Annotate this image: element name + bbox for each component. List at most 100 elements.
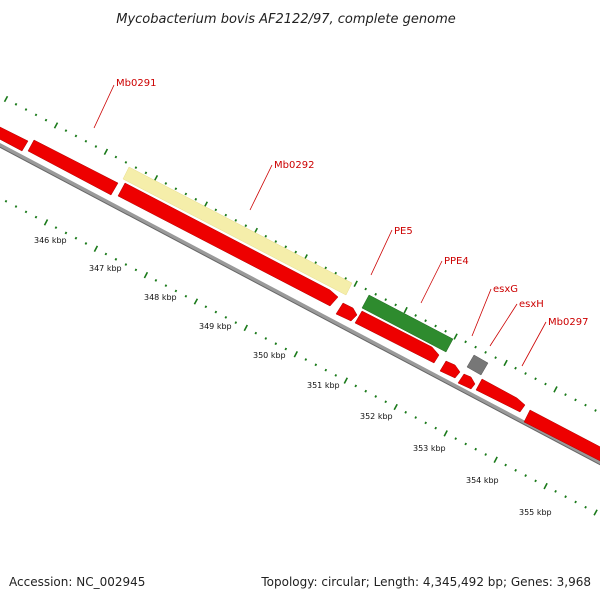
lower-tick <box>154 278 158 282</box>
lower-tick <box>184 294 188 298</box>
lower-tick <box>524 474 527 478</box>
cds-feature[interactable] <box>439 360 461 379</box>
lower-tick <box>434 426 438 430</box>
upper-tick <box>503 359 508 367</box>
map-title: Mycobacterium bovis AF2122/97, complete … <box>116 12 455 27</box>
cds-feature[interactable] <box>117 182 339 307</box>
upper-tick <box>174 187 178 191</box>
lower-tick <box>334 373 338 377</box>
lower-tick <box>393 403 398 411</box>
gene-label-mb0291[interactable]: Mb0291 <box>116 78 156 89</box>
lower-tick-track <box>4 199 598 516</box>
upper-tick <box>84 139 88 143</box>
gene-label-esxh[interactable]: esxH <box>519 299 544 310</box>
accession-text: Accession: NC_002945 <box>9 575 145 589</box>
lower-tick <box>464 442 467 446</box>
lower-tick <box>384 400 387 404</box>
upper-tick <box>284 245 288 249</box>
lower-tick <box>114 257 118 261</box>
upper-tick <box>244 224 248 228</box>
upper-tick-track <box>3 95 597 412</box>
lower-tick <box>34 215 38 219</box>
upper-tick <box>474 345 477 349</box>
upper-tick <box>414 314 417 317</box>
lower-tick <box>324 368 328 372</box>
gene-label-ppe4[interactable]: PPE4 <box>444 256 469 267</box>
lower-tick <box>264 337 268 340</box>
lower-tick <box>293 351 299 358</box>
upper-tick <box>3 95 9 103</box>
upper-tick <box>494 356 497 360</box>
lower-tick <box>454 437 457 441</box>
upper-tick <box>334 271 338 275</box>
upper-tick <box>94 145 98 148</box>
esx-feature[interactable] <box>466 354 489 376</box>
lower-tick <box>24 210 28 214</box>
upper-tick <box>34 113 38 117</box>
label-leaders <box>93 84 547 367</box>
cds-feature[interactable] <box>523 409 600 466</box>
backbone <box>0 143 600 466</box>
lower-tick <box>224 315 228 319</box>
lower-tick <box>93 245 99 252</box>
upper-tick <box>74 134 78 138</box>
lower-tick <box>284 347 288 351</box>
cds-feature[interactable] <box>475 378 526 413</box>
upper-tick <box>144 171 148 175</box>
kbp-label: 352 kbp <box>360 412 393 421</box>
cds-feature[interactable] <box>457 373 476 390</box>
upper-tick <box>264 234 268 238</box>
upper-tick <box>274 240 278 243</box>
lower-tick <box>214 310 218 314</box>
upper-tick <box>434 324 437 328</box>
gene-feature-highlight[interactable] <box>122 166 353 296</box>
pe-ppe-feature[interactable] <box>361 294 454 353</box>
kbp-labels: 346 kbp 347 kbp 348 kbp 349 kbp 350 kbp … <box>34 236 552 517</box>
kbp-label: 353 kbp <box>413 444 446 453</box>
lower-tick <box>514 468 517 472</box>
lower-tick <box>274 342 278 346</box>
upper-tick <box>314 261 317 265</box>
gene-label-esxg[interactable]: esxG <box>493 284 518 295</box>
lower-tick <box>343 377 349 384</box>
lower-tick <box>584 505 587 509</box>
lower-tick <box>304 358 308 361</box>
genome-summary-text: Topology: circular; Length: 4,345,492 bp… <box>260 575 591 589</box>
upper-tick <box>584 403 587 407</box>
lower-tick <box>174 289 178 293</box>
kbp-label: 349 kbp <box>199 322 232 331</box>
lower-tick <box>243 324 249 332</box>
upper-tick <box>444 329 447 333</box>
lower-tick <box>54 226 58 230</box>
gene-label-mb0297[interactable]: Mb0297 <box>548 317 588 328</box>
upper-tick <box>153 175 159 182</box>
upper-tick <box>114 155 118 159</box>
lower-tick <box>4 199 8 203</box>
gene-labels: Mb0291 Mb0292 PE5 PPE4 esxG esxH Mb0297 <box>116 78 588 328</box>
upper-tick <box>374 292 378 296</box>
upper-tick <box>484 350 487 354</box>
cds-feature[interactable] <box>335 302 358 322</box>
upper-tick <box>324 266 328 270</box>
upper-tick <box>24 108 28 111</box>
lower-tick <box>64 231 68 235</box>
upper-tick <box>14 102 18 106</box>
upper-tick <box>214 208 218 212</box>
upper-tick <box>544 382 547 386</box>
gene-label-mb0292[interactable]: Mb0292 <box>274 160 314 171</box>
cds-track <box>0 122 600 466</box>
lower-tick <box>574 500 577 504</box>
lower-tick <box>134 268 138 272</box>
kbp-label: 348 kbp <box>144 293 177 302</box>
upper-tick <box>394 303 397 307</box>
upper-tick <box>424 319 427 323</box>
cds-feature[interactable] <box>0 122 29 152</box>
lower-tick <box>424 421 427 425</box>
lower-tick <box>364 389 368 393</box>
cds-feature[interactable] <box>27 139 119 196</box>
cds-feature[interactable] <box>354 310 440 364</box>
gene-label-pe5[interactable]: PE5 <box>394 226 413 237</box>
lower-tick <box>543 482 548 490</box>
upper-tick <box>534 377 537 381</box>
